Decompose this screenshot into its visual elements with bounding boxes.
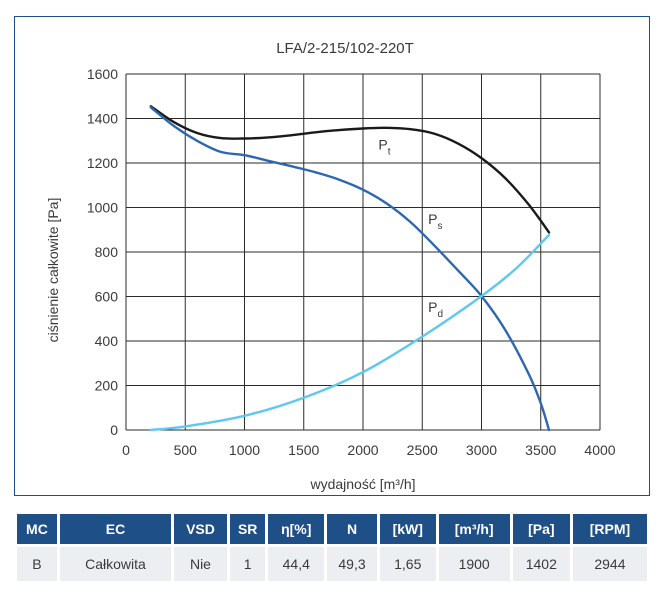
- y-axis-label: ciśnienie całkowite [Pa]: [45, 198, 61, 343]
- y-tick-label: 400: [95, 333, 119, 349]
- x-tick-label: 500: [174, 442, 198, 458]
- chart-title: LFA/2-215/102-220T: [276, 40, 414, 57]
- x-axis-label: wydajność [m³/h]: [309, 476, 415, 492]
- y-tick-label: 0: [110, 422, 118, 438]
- cell-pressure: 1402: [512, 544, 570, 581]
- cell-sr: 1: [229, 544, 266, 581]
- cell-ec: Całkowita: [59, 544, 172, 581]
- series-label-ps: Ps: [428, 211, 442, 232]
- y-tick-label: 1000: [87, 200, 118, 216]
- header-flow: [m³/h]: [438, 514, 510, 544]
- spec-table: MC EC VSD SR η[%] N [kW] [m³/h] [Pa] [RP…: [14, 514, 650, 581]
- chart-frame: LFA/2-215/102-220T 0 500 1000 1500 2000 2500 3…: [14, 16, 650, 496]
- header-pressure: [Pa]: [512, 514, 570, 544]
- x-tick-label: 3000: [466, 442, 497, 458]
- spec-header-row: MC EC VSD SR η[%] N [kW] [m³/h] [Pa] [RP…: [17, 514, 647, 544]
- y-tick-label: 1200: [87, 155, 118, 171]
- x-tick-label: 2000: [347, 442, 378, 458]
- y-tick-label: 1600: [87, 66, 118, 82]
- plot-area: 0 500 1000 1500 2000 2500 3000 3500 4000 0 200 400 6…: [87, 66, 616, 458]
- header-ec: EC: [59, 514, 172, 544]
- header-rpm: [RPM]: [572, 514, 647, 544]
- x-tick-label: 1500: [288, 442, 319, 458]
- x-tick-label: 1000: [229, 442, 260, 458]
- header-efficiency: η[%]: [268, 514, 325, 544]
- series-line-ps: [149, 106, 551, 432]
- pressure-chart: LFA/2-215/102-220T 0 500 1000 1500 2000 2500 3…: [45, 40, 616, 492]
- cell-n: 49,3: [327, 544, 377, 581]
- cell-rpm: 2944: [572, 544, 647, 581]
- header-mc: MC: [17, 514, 57, 544]
- x-tick-label: 4000: [584, 442, 615, 458]
- header-vsd: VSD: [174, 514, 227, 544]
- x-tick-label: 2500: [407, 442, 438, 458]
- header-n: N: [327, 514, 377, 544]
- cell-power: 1,65: [379, 544, 436, 581]
- x-tick-label: 0: [122, 442, 130, 458]
- series-label-pt: Pt: [378, 137, 390, 158]
- cell-vsd: Nie: [174, 544, 227, 581]
- y-tick-label: 800: [95, 244, 119, 260]
- x-tick-label: 3500: [525, 442, 556, 458]
- series-label-pd: Pd: [428, 299, 443, 320]
- y-tick-label: 200: [95, 378, 119, 394]
- series-line-pd: [149, 233, 551, 432]
- spec-data-row: B Całkowita Nie 1 44,4 49,3 1,65 1900 14…: [17, 544, 647, 581]
- cell-flow: 1900: [438, 544, 510, 581]
- header-power: [kW]: [379, 514, 436, 544]
- y-tick-label: 1400: [87, 111, 118, 127]
- series-line-pt: [149, 105, 551, 234]
- cell-mc: B: [17, 544, 57, 581]
- cell-efficiency: 44,4: [268, 544, 325, 581]
- header-sr: SR: [229, 514, 266, 544]
- y-tick-label: 600: [95, 289, 119, 305]
